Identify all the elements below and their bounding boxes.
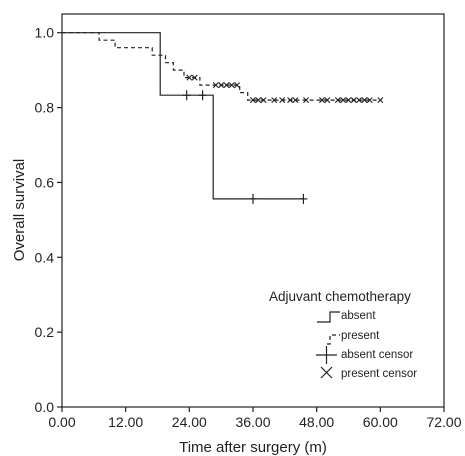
censor-mark-present (334, 97, 341, 104)
censor-mark-present (250, 97, 256, 104)
x-tick-label: 48.00 (299, 414, 334, 430)
series-present-line (62, 32, 381, 101)
censor-mark-absent (249, 193, 257, 204)
censor-mark-present (356, 97, 363, 104)
censor-mark-present (228, 82, 235, 89)
y-ticks: 0.0 0.2 0.4 0.6 0.8 1.0 (35, 25, 62, 415)
x-tick-label: 24.00 (172, 414, 207, 430)
x-tick-label: 72.00 (426, 414, 461, 430)
censor-mark-present (366, 97, 373, 104)
censor-mark-present (271, 97, 278, 104)
legend-present-label: present (341, 330, 380, 342)
y-tick-label: 0.0 (35, 399, 55, 415)
censor-mark-absent (182, 90, 191, 101)
y-axis-title: Overall survival (11, 159, 28, 262)
y-tick-label: 1.0 (35, 25, 55, 41)
y-tick-label: 0.4 (35, 249, 55, 265)
y-tick-label: 0.8 (35, 100, 55, 116)
censor-mark-present (191, 74, 198, 81)
censor-mark-present (350, 97, 357, 104)
legend-absent-censor-label: absent censor (341, 349, 413, 361)
x-tick-label: 12.00 (108, 414, 143, 430)
legend-present-censor-label: present censor (341, 368, 417, 380)
censor-mark-present (212, 82, 219, 89)
censor-mark-absent (198, 90, 207, 101)
censor-mark-present (377, 97, 384, 104)
censor-mark-present (303, 97, 310, 104)
censor-mark-present (340, 97, 347, 104)
censor-mark-absent (299, 193, 308, 204)
x-axis-title: Time after surgery (m) (179, 439, 327, 456)
legend-present-swatch (327, 334, 340, 345)
censor-mark-present (260, 97, 267, 104)
censor-mark-present (292, 97, 299, 104)
x-tick-label: 36.00 (235, 414, 270, 430)
censor-mark-present (324, 97, 331, 104)
censor-mark-present (361, 97, 368, 104)
x-tick-label: 0.00 (48, 414, 75, 430)
legend-present-censor-b (320, 366, 333, 379)
censor-mark-present (234, 82, 241, 89)
y-tick-label: 0.6 (35, 174, 55, 190)
y-tick-label: 0.2 (35, 324, 55, 340)
censor-mark-present (287, 97, 294, 104)
censor-mark-present (279, 97, 286, 104)
series-absent-line (62, 32, 304, 200)
censor-layer (182, 74, 384, 204)
x-tick-label: 60.00 (363, 414, 398, 430)
censor-mark-present (255, 97, 262, 104)
censor-mark-present (218, 82, 225, 89)
series-layer (62, 32, 381, 200)
x-ticks: 0.00 12.00 24.00 36.00 48.00 60.00 72.00 (48, 407, 462, 430)
censor-mark-present (186, 74, 193, 81)
censor-mark-present (345, 97, 352, 104)
legend-absent-swatch (317, 311, 340, 323)
censor-mark-present (318, 97, 325, 104)
legend-absent-label: absent (341, 310, 376, 322)
legend: Adjuvant chemotherapy absent present abs… (269, 289, 417, 380)
legend-title: Adjuvant chemotherapy (269, 289, 411, 304)
censor-mark-present (223, 82, 230, 89)
